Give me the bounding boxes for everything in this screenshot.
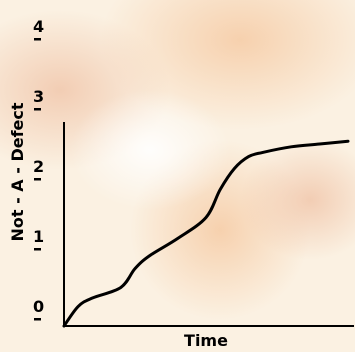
y-tick-label: 2 — [33, 157, 44, 176]
y-axis-title: Not - A - Defect — [8, 102, 27, 241]
y-tick-mark — [34, 178, 41, 181]
y-tick-marks — [34, 38, 41, 321]
y-tick-labels: 0 1 2 3 4 — [33, 17, 44, 316]
x-axis-title: Time — [184, 331, 228, 350]
y-tick-mark — [34, 108, 41, 111]
series-line — [62, 139, 350, 328]
y-tick-mark — [34, 318, 41, 321]
y-tick-mark — [34, 248, 41, 251]
y-tick-label: 1 — [33, 227, 44, 246]
y-tick-label: 3 — [33, 87, 44, 106]
y-tick-label: 0 — [33, 297, 44, 316]
y-tick-label: 4 — [33, 17, 44, 36]
y-tick-mark — [34, 38, 41, 41]
series-layer — [62, 139, 350, 328]
